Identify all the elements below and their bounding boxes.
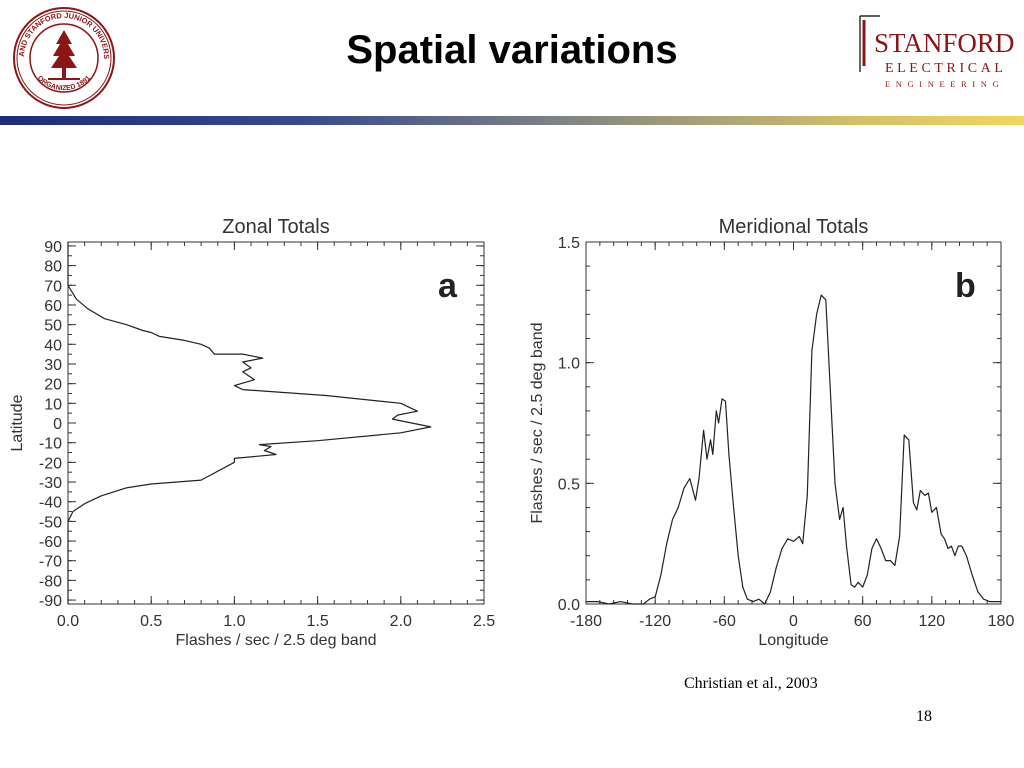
x-tick-label: 180 [988,613,1015,630]
y-tick-label: 60 [44,298,62,315]
header-divider-bar [0,116,1024,125]
redwood-tree-icon [48,30,80,80]
x-tick-label: 60 [854,613,872,630]
y-tick-label: 0.5 [558,476,580,493]
x-tick-label: -180 [570,613,602,630]
svg-text:STANFORD: STANFORD [874,28,1014,58]
y-tick-label: -40 [39,495,62,512]
svg-text:ENGINEERING: ENGINEERING [885,79,1004,89]
y-tick-label: 0 [53,416,62,433]
slide-title: Spatial variations [346,28,678,72]
svg-text:ELECTRICAL: ELECTRICAL [885,61,1007,76]
y-tick-label: 70 [44,278,62,295]
y-axis-label: Latitude [9,394,26,451]
y-tick-label: 40 [44,337,62,354]
y-tick-label: 50 [44,318,62,335]
stanford-ee-logo: STANFORD ELECTRICAL ENGINEERING [859,15,1014,89]
x-tick-label: -60 [713,613,736,630]
y-tick-label: 30 [44,357,62,374]
y-tick-label: -20 [39,455,62,472]
x-tick-label: 2.5 [473,613,495,630]
y-tick-label: -10 [39,436,62,453]
chart-title: Zonal Totals [222,216,329,238]
y-tick-label: 1.5 [558,235,580,252]
x-axis-label: Longitude [758,632,828,649]
series-line [586,294,1001,605]
y-tick-label: -60 [39,534,62,551]
y-axis-label: Flashes / sec / 2.5 deg band [529,322,546,523]
y-tick-label: -30 [39,475,62,492]
y-tick-label: 0.0 [558,597,580,614]
plot-frame [67,241,485,605]
panel-label: b [955,267,976,305]
x-tick-label: 120 [918,613,945,630]
y-tick-label: -50 [39,514,62,531]
y-tick-label: 10 [44,396,62,413]
y-tick-label: -80 [39,573,62,590]
chart-title: Meridional Totals [719,216,869,238]
y-tick-label: -70 [39,554,62,571]
y-tick-label: 80 [44,259,62,276]
y-tick-label: 1.0 [558,356,580,373]
plot-frame [585,241,1002,605]
y-tick-label: -90 [39,593,62,610]
x-axis-label: Flashes / sec / 2.5 deg band [175,632,376,649]
x-tick-label: 2.0 [390,613,412,630]
y-tick-label: 90 [44,239,62,256]
stanford-seal-logo: LELAND STANFORD JUNIOR UNIVERSITY ORGANI… [12,6,115,109]
series-line [67,242,432,604]
x-tick-label: 1.0 [223,613,245,630]
y-tick-label: 20 [44,377,62,394]
x-tick-label: -120 [639,613,671,630]
panel-label: a [438,267,458,305]
x-tick-label: 0.5 [140,613,162,630]
x-tick-label: 1.5 [306,613,328,630]
citation: Christian et al., 2003 [684,675,818,692]
page-number: 18 [916,708,932,725]
x-tick-label: 0 [789,613,798,630]
x-tick-label: 0.0 [57,613,79,630]
